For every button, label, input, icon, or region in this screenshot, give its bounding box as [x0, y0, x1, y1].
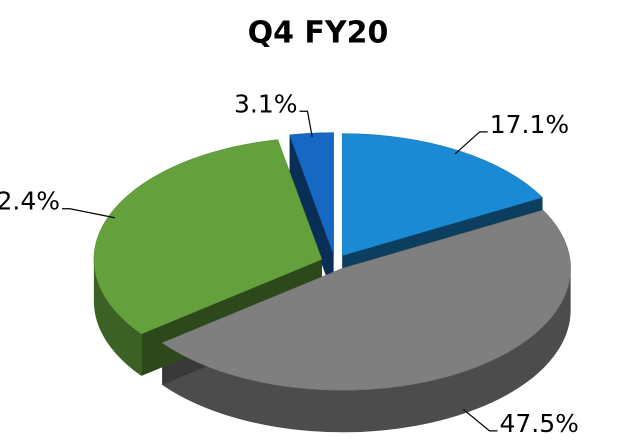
slice-side — [162, 268, 571, 433]
pie-labels: 17.1% 47.5% 32.4% 3.1% — [0, 89, 579, 438]
leader-line — [454, 131, 488, 155]
slice-wall — [289, 134, 334, 297]
slice — [161, 209, 571, 391]
leader-line — [62, 208, 115, 219]
data-label: 3.1% — [234, 89, 298, 118]
chart-title: Q4 FY20 — [248, 16, 389, 51]
data-label: 32.4% — [0, 187, 60, 216]
leader-line — [462, 408, 498, 432]
data-label: 17.1% — [490, 110, 569, 139]
data-label: 47.5% — [500, 409, 579, 438]
slice-side — [93, 259, 142, 376]
leader-line — [299, 110, 313, 137]
pie-tops — [93, 132, 571, 391]
